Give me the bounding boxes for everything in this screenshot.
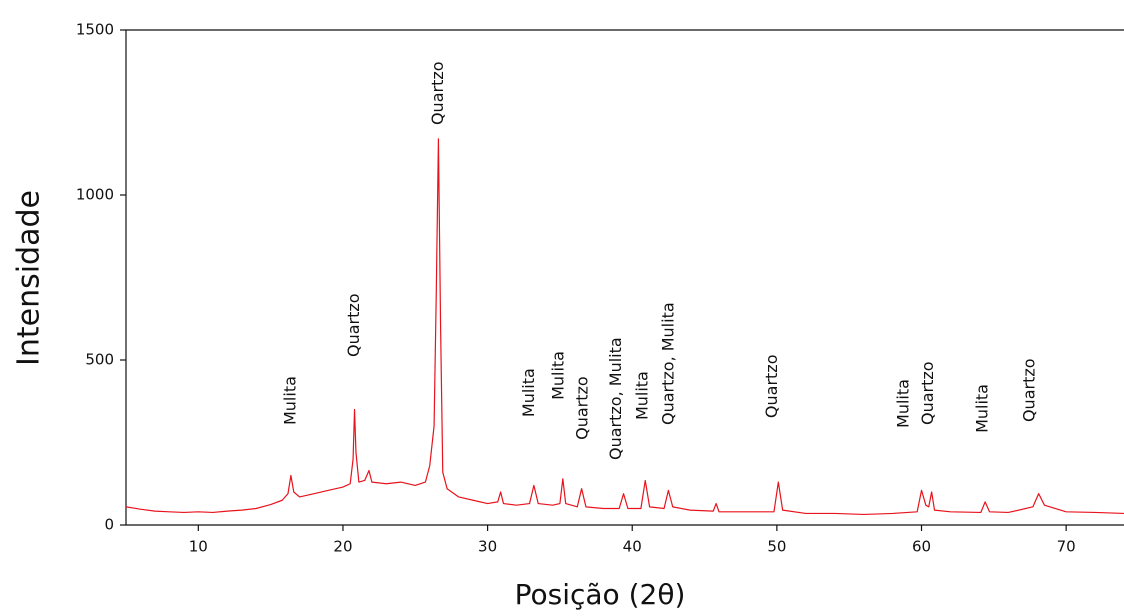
y-tick-label: 1000 (76, 186, 114, 204)
x-tick-label: 10 (189, 538, 208, 556)
peak-annotation: Mulita (972, 384, 991, 433)
y-axis-label: Intensidade (12, 190, 47, 366)
peak-annotation: Mulita (519, 368, 538, 417)
peak-annotation: Quartzo, Mulita (606, 337, 625, 460)
peak-annotation: Quartzo (1019, 358, 1038, 422)
x-tick-label: 60 (912, 538, 931, 556)
peak-annotation: Mulita (549, 351, 568, 400)
peak-annotation: Mulita (894, 379, 913, 428)
y-tick-label: 0 (104, 516, 114, 534)
peak-annotation: Quartzo (762, 355, 781, 419)
data-line (125, 138, 1124, 516)
x-tick-label: 30 (478, 538, 497, 556)
peak-annotation: Quartzo, Mulita (659, 302, 678, 425)
x-tick-label: 40 (623, 538, 642, 556)
peak-annotation: Mulita (633, 371, 652, 420)
peak-annotation: Quartzo (918, 361, 937, 425)
y-tick-label: 500 (85, 351, 114, 369)
peak-annotation: Quartzo (344, 293, 363, 357)
y-tick-label: 1500 (76, 21, 114, 39)
peak-annotation: Quartzo (573, 376, 592, 440)
peak-annotation: Quartzo (428, 61, 447, 125)
x-tick-label: 50 (767, 538, 786, 556)
x-axis-label: Posição (2θ) (515, 578, 686, 611)
x-tick-label: 70 (1057, 538, 1076, 556)
peak-annotation: Mulita (280, 376, 299, 425)
x-tick-label: 20 (333, 538, 352, 556)
axis-frame (125, 29, 1124, 526)
